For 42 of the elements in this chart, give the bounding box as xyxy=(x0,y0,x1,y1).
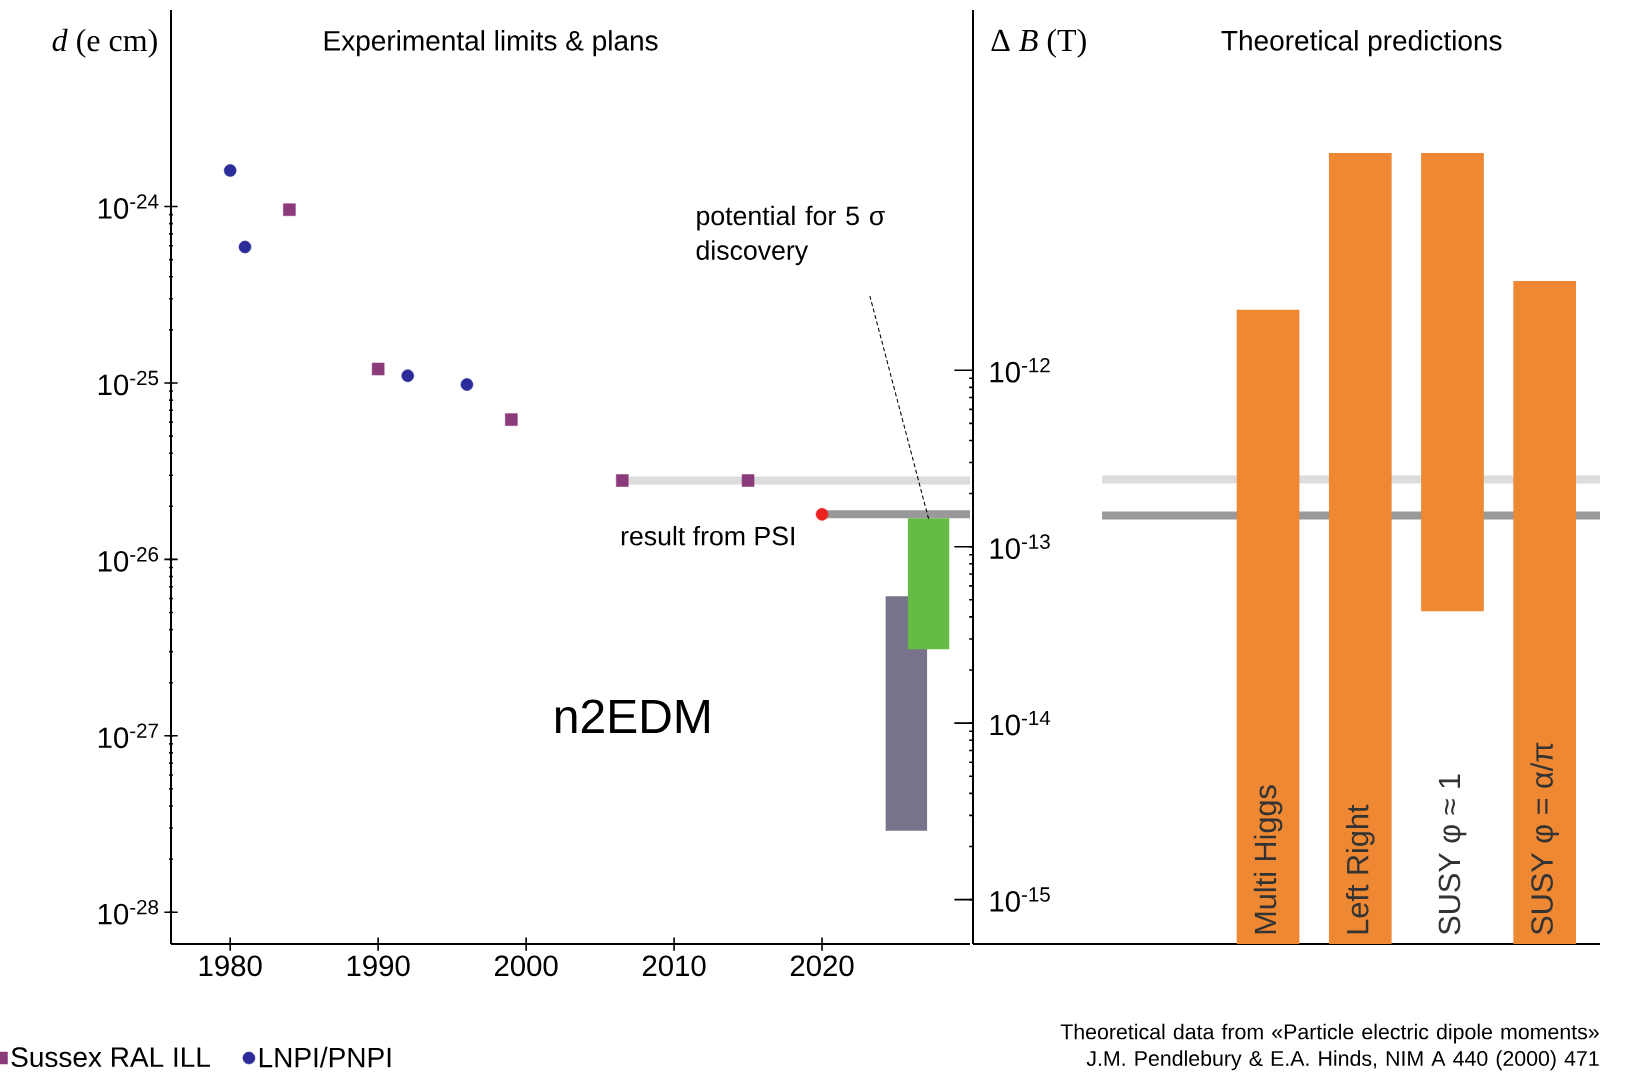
legend-label: LNPI/PNPI xyxy=(259,1046,391,1068)
annotation: n2EDM xyxy=(555,699,709,733)
point xyxy=(616,474,629,487)
point xyxy=(815,508,829,521)
point xyxy=(401,369,415,382)
x-tick-label: Left Right xyxy=(1345,804,1375,934)
x-tick-label: SUSY φ = α/π xyxy=(1530,742,1559,935)
x-tick-label: 2000 xyxy=(494,955,558,977)
y-tick-label: 10$^{-12}$ xyxy=(990,357,1050,383)
y-axis-title: Δ B (T) xyxy=(991,28,1086,58)
x-tick-label: SUSY φ ≈ 1 xyxy=(1438,774,1467,935)
point xyxy=(505,413,518,426)
point xyxy=(460,378,474,391)
point xyxy=(741,474,755,487)
x-tick-label: 1980 xyxy=(199,955,262,977)
legend-label: Sussex RAL ILL xyxy=(11,1047,210,1068)
point xyxy=(223,164,237,177)
point xyxy=(283,203,296,216)
y-tick-label: 10$^{-27}$ xyxy=(98,723,158,749)
x-tick-label: 2010 xyxy=(642,955,706,977)
text: Experimental limits & plans xyxy=(324,30,658,57)
text: Theoretical predictions xyxy=(1221,30,1502,57)
y-tick-label: 10$^{-25}$ xyxy=(98,370,159,396)
y-tick-label: 10$^{-13}$ xyxy=(990,534,1050,560)
bar xyxy=(1236,309,1300,945)
point xyxy=(371,362,385,376)
bar xyxy=(1513,281,1577,945)
x-tick-label: Multi Higgs xyxy=(1253,785,1283,934)
point xyxy=(238,240,252,254)
text: Theoretical data from «Particle electric dipole moments» J.M. Pendlebury & E.A. Hinds, NIM A 440 (2000) 471 xyxy=(1060,1023,1599,1071)
bar xyxy=(1421,152,1484,612)
annotation: result from PSI xyxy=(621,525,794,546)
y-tick-label: 10$^{-15}$ xyxy=(990,887,1050,912)
y-tick-label: 10$^{-26}$ xyxy=(98,547,159,572)
y-tick-label: 10$^{-28}$ xyxy=(98,899,159,925)
x-tick-label: 2020 xyxy=(790,955,854,977)
bar xyxy=(1328,153,1392,945)
y-tick-label: 10$^{-14}$ xyxy=(990,710,1051,736)
y-tick-label: 10$^{-24}$ xyxy=(98,194,159,219)
annotation: potential for 5 σ discovery xyxy=(696,205,885,266)
y-axis-title: d (e cm) xyxy=(52,28,157,58)
x-tick-label: 1990 xyxy=(347,955,410,977)
